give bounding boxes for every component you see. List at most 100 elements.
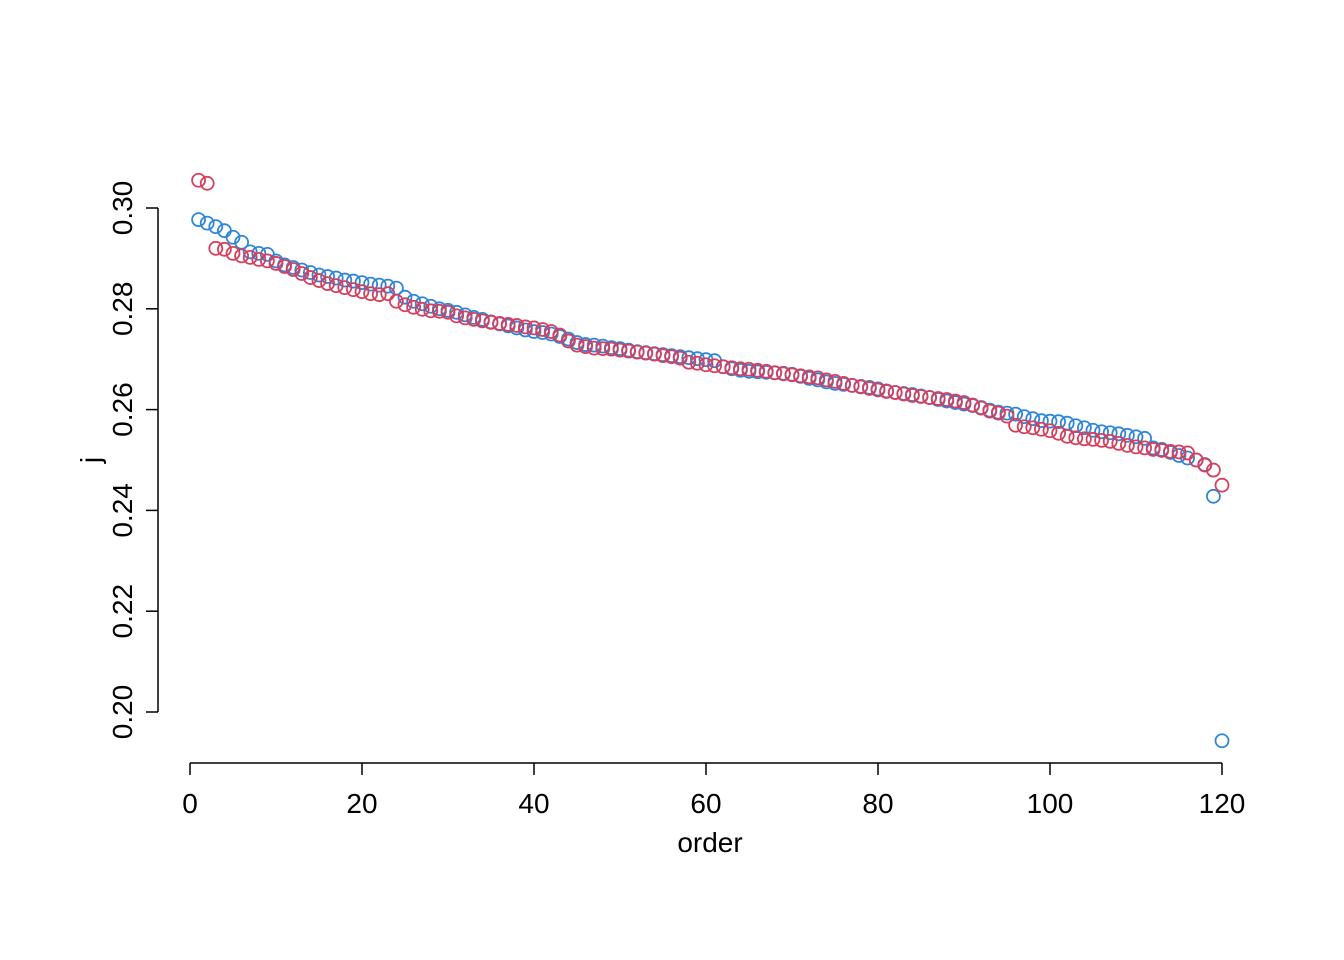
data-point bbox=[733, 361, 748, 377]
data-point bbox=[208, 219, 224, 235]
x-tick-label: 80 bbox=[862, 788, 893, 819]
data-point bbox=[474, 313, 490, 329]
data-point bbox=[853, 379, 869, 395]
data-point bbox=[466, 311, 482, 327]
data-point bbox=[251, 252, 267, 267]
data-point bbox=[948, 393, 963, 409]
data-point bbox=[1206, 488, 1221, 504]
data-point bbox=[956, 395, 972, 410]
data-point bbox=[251, 245, 267, 261]
data-point bbox=[1120, 437, 1135, 453]
data-point bbox=[681, 354, 697, 370]
data-point bbox=[199, 175, 215, 191]
data-point bbox=[569, 337, 585, 353]
data-point bbox=[973, 400, 989, 416]
data-point bbox=[191, 172, 207, 188]
data-point bbox=[1059, 428, 1075, 444]
data-point bbox=[1085, 431, 1101, 447]
data-point bbox=[320, 276, 336, 292]
data-point bbox=[1008, 417, 1023, 433]
data-point bbox=[311, 273, 327, 288]
data-point bbox=[801, 369, 817, 385]
data-point bbox=[1145, 442, 1161, 457]
data-point bbox=[638, 345, 654, 361]
data-point bbox=[578, 339, 593, 355]
data-point bbox=[1206, 462, 1221, 478]
data-point bbox=[423, 303, 439, 319]
data-point bbox=[1042, 423, 1058, 439]
x-tick-label: 60 bbox=[690, 788, 721, 819]
data-point bbox=[982, 403, 998, 419]
data-point bbox=[965, 397, 980, 413]
data-point bbox=[707, 358, 722, 374]
data-point bbox=[1008, 406, 1023, 422]
data-point bbox=[1025, 411, 1041, 427]
data-point bbox=[543, 324, 559, 339]
data-point bbox=[1068, 418, 1084, 434]
data-point bbox=[844, 378, 860, 393]
data-point bbox=[259, 253, 275, 269]
series-1 bbox=[191, 172, 1230, 493]
data-point bbox=[655, 348, 671, 364]
data-point bbox=[1111, 426, 1127, 442]
data-point bbox=[526, 320, 542, 336]
data-point bbox=[1051, 425, 1066, 441]
data-point bbox=[1197, 457, 1213, 473]
data-point bbox=[345, 282, 361, 298]
data-point bbox=[1085, 422, 1101, 438]
axes-layer bbox=[157, 208, 1222, 764]
data-point bbox=[672, 350, 688, 366]
x-tick-label: 40 bbox=[518, 788, 549, 819]
data-point bbox=[887, 385, 903, 400]
data-point bbox=[414, 301, 430, 317]
data-point bbox=[1214, 477, 1230, 493]
data-point bbox=[1016, 419, 1032, 435]
data-point bbox=[1128, 429, 1144, 445]
data-point bbox=[397, 297, 413, 313]
data-point bbox=[1077, 420, 1092, 436]
data-point bbox=[896, 386, 912, 402]
data-point bbox=[354, 284, 370, 300]
data-point bbox=[234, 248, 250, 264]
data-point bbox=[612, 342, 628, 358]
y-axis-title: j bbox=[75, 457, 106, 464]
y-tick-label: 0.28 bbox=[107, 282, 138, 337]
data-point bbox=[1016, 409, 1032, 425]
data-point bbox=[810, 370, 826, 386]
data-point bbox=[741, 361, 757, 377]
data-point bbox=[1120, 427, 1135, 443]
data-point bbox=[1137, 440, 1152, 456]
data-point bbox=[1034, 421, 1049, 437]
data-point bbox=[1102, 425, 1118, 441]
data-point bbox=[337, 280, 353, 296]
y-tick-label: 0.26 bbox=[107, 382, 138, 437]
data-point bbox=[1102, 433, 1118, 449]
data-point bbox=[371, 277, 387, 293]
x-tick-label: 120 bbox=[1199, 788, 1246, 819]
data-point bbox=[1128, 439, 1144, 455]
data-point bbox=[698, 357, 714, 373]
data-point bbox=[604, 341, 619, 357]
data-point bbox=[1188, 452, 1204, 468]
data-point bbox=[363, 276, 379, 292]
data-point bbox=[664, 349, 679, 365]
data-point bbox=[216, 241, 232, 257]
data-point bbox=[277, 259, 293, 274]
x-ticks: 0 20 40 60 80 100 120 bbox=[182, 763, 1245, 819]
data-point bbox=[767, 365, 783, 381]
data-point bbox=[535, 322, 550, 337]
data-point bbox=[406, 293, 422, 309]
data-point bbox=[793, 368, 808, 384]
data-point bbox=[388, 293, 404, 309]
data-point bbox=[836, 375, 851, 391]
data-point bbox=[750, 362, 765, 378]
data-point bbox=[225, 229, 241, 245]
data-point bbox=[561, 333, 576, 349]
data-point bbox=[922, 390, 937, 405]
x-tick-label: 100 bbox=[1027, 788, 1074, 819]
data-point bbox=[431, 303, 447, 319]
data-point bbox=[294, 266, 310, 281]
data-point bbox=[1154, 443, 1170, 458]
data-point bbox=[199, 215, 215, 231]
